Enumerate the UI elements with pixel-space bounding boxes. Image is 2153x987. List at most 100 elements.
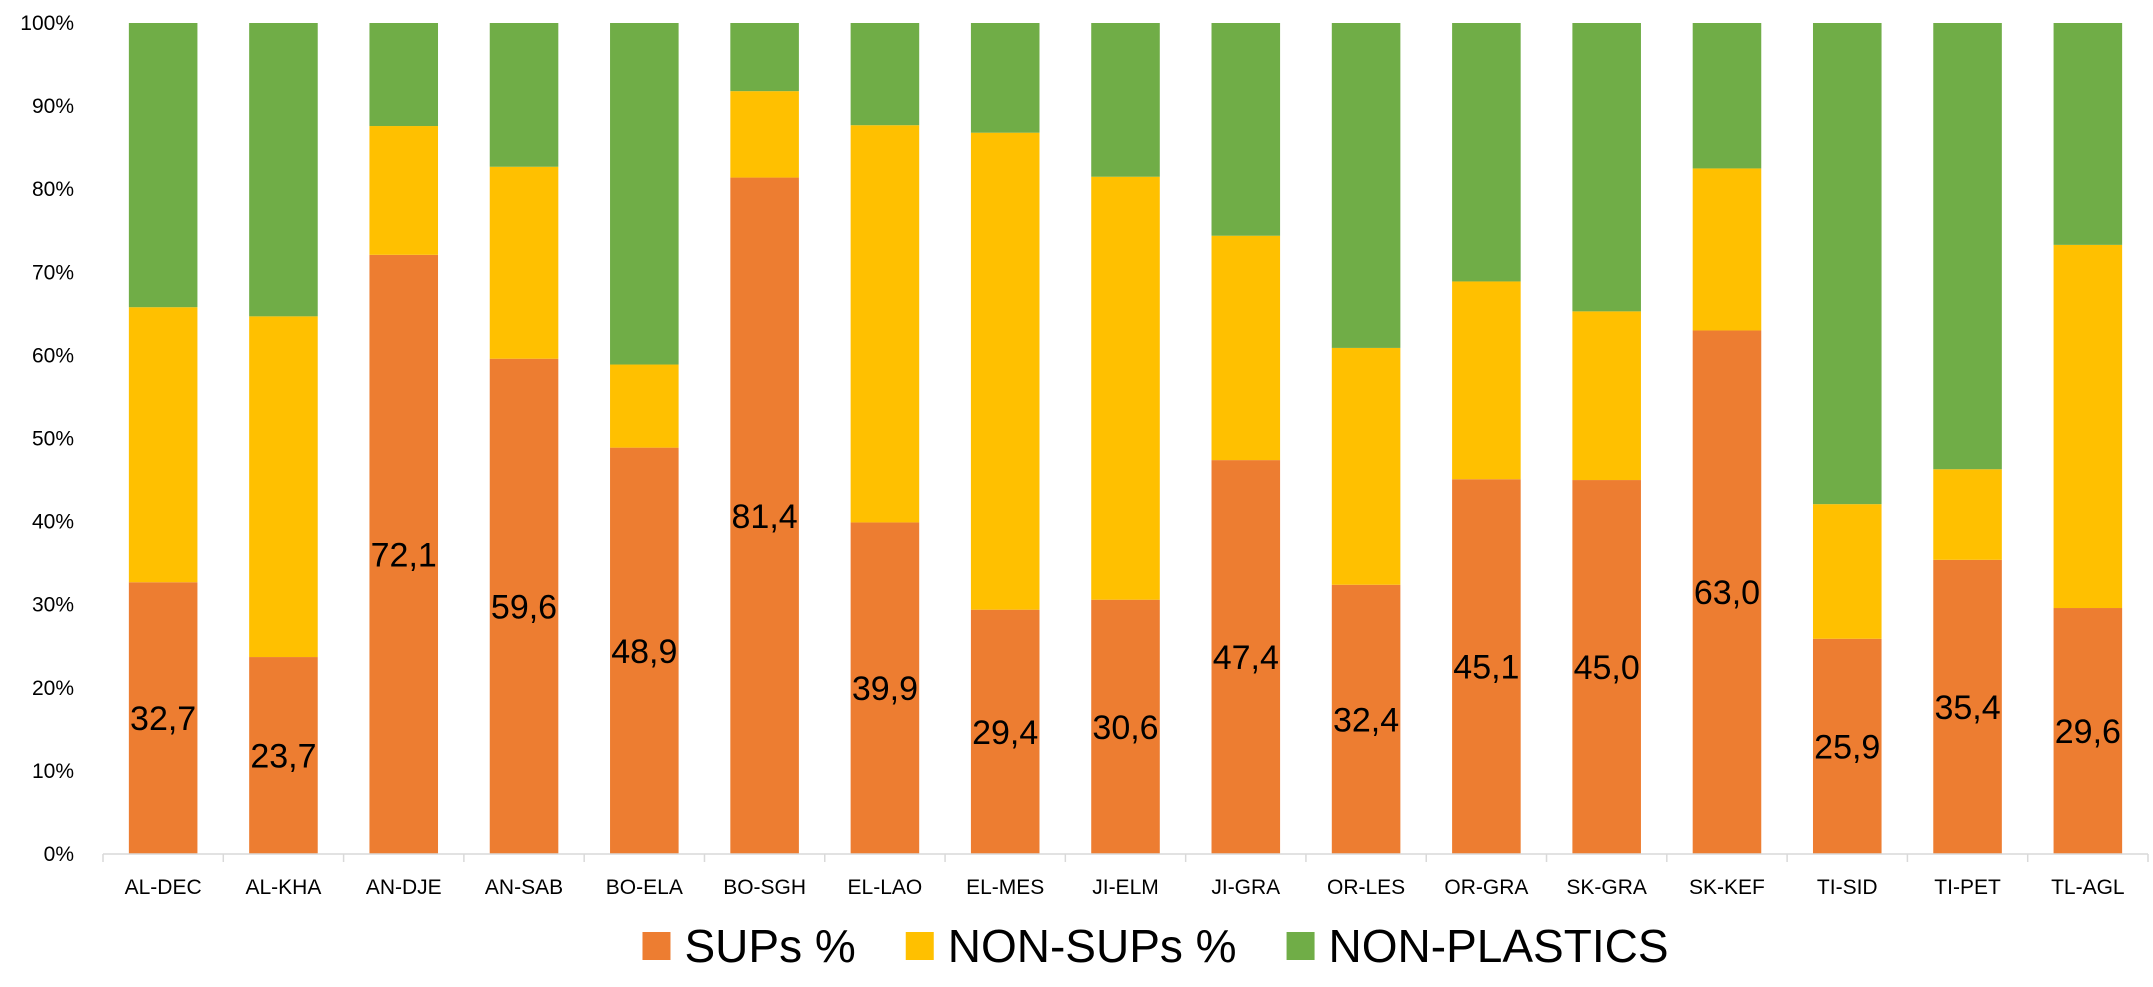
data-label: 63,0 — [1694, 574, 1760, 612]
bar-segment — [1452, 281, 1521, 480]
bar-segment — [128, 582, 198, 854]
x-tick-label: SK-GRA — [1566, 876, 1647, 899]
bar-segment — [730, 23, 799, 92]
data-label: 45,1 — [1453, 649, 1519, 687]
data-label: 48,9 — [611, 633, 677, 671]
bar-segment — [249, 316, 318, 658]
bar-segment — [1452, 479, 1521, 854]
legend-label: SUPs % — [684, 920, 855, 972]
x-tick-label: BO-ELA — [606, 876, 683, 899]
x-tick-label: OR-LES — [1327, 876, 1405, 899]
bar-segment — [850, 522, 920, 854]
bar-segment — [1452, 23, 1521, 282]
bar-segment — [249, 23, 318, 317]
bar-segment — [1572, 23, 1641, 312]
legend-label: NON-SUPs % — [948, 920, 1237, 972]
bars — [128, 23, 2123, 855]
bar-segment — [970, 23, 1040, 133]
y-tick-label: 30% — [32, 594, 74, 617]
data-label: 45,0 — [1574, 649, 1640, 687]
legend-label: NON-PLASTICS — [1329, 920, 1669, 972]
bar-segment — [1572, 480, 1641, 854]
y-tick-label: 90% — [32, 95, 74, 118]
data-label: 29,6 — [2055, 713, 2121, 751]
bar-segment — [970, 132, 1040, 610]
x-tick-label: JI-GRA — [1211, 876, 1280, 899]
bar-segment — [1331, 347, 1401, 585]
legend-item: NON-SUPs % — [905, 920, 1237, 972]
bar-segment — [1812, 504, 1882, 639]
y-axis: 0% 10% 20% 30% 40% 50% 60% 70% 80% 90% 100% — [20, 12, 74, 866]
bar-segment — [369, 23, 439, 127]
bar-segment — [850, 23, 920, 126]
data-label: 39,9 — [852, 670, 918, 708]
bar-segment — [1812, 638, 1882, 854]
data-labels: 32,7 23,7 72,1 59,6 48,9 81,4 39,9 29,4 30,6 47,4… — [130, 498, 2121, 776]
bar-segment — [610, 23, 679, 365]
bar-segment — [970, 609, 1040, 854]
x-tick-label: JI-ELM — [1092, 876, 1159, 899]
bar-segment — [1211, 235, 1281, 461]
data-label: 35,4 — [1934, 689, 2000, 727]
y-tick-label: 80% — [32, 178, 74, 201]
y-tick-label: 100% — [20, 12, 74, 35]
bar-segment — [1933, 559, 2002, 854]
bar-segment — [610, 364, 679, 448]
data-label: 29,4 — [972, 714, 1038, 752]
x-tick-label: AN-DJE — [366, 876, 442, 899]
bar-segment — [1572, 311, 1641, 481]
legend-swatch — [642, 932, 671, 960]
x-tick-label: EL-MES — [966, 876, 1044, 899]
y-tick-label: 20% — [32, 677, 74, 700]
legend-swatch — [1286, 932, 1315, 960]
bar-segment — [2053, 244, 2123, 609]
bar-segment — [489, 358, 559, 854]
bar-segment — [610, 447, 679, 854]
bar-segment — [2053, 23, 2123, 245]
bar-segment — [128, 307, 198, 583]
bar-segment — [850, 125, 920, 523]
bar-segment — [1692, 168, 1762, 331]
bar-segment — [489, 166, 559, 359]
legend: SUPs % NON-SUPs % NON-PLASTICS — [642, 920, 1669, 972]
y-tick-label: 60% — [32, 344, 74, 367]
bar-segment — [369, 126, 439, 255]
data-label: 81,4 — [732, 498, 798, 536]
data-label: 30,6 — [1092, 709, 1158, 747]
x-tick-label: AN-SAB — [485, 876, 563, 899]
data-label: 47,4 — [1213, 639, 1279, 677]
bar-segment — [730, 177, 799, 854]
x-tick-label: AL-KHA — [246, 876, 322, 899]
x-tick-label: TL-AGL — [2051, 876, 2125, 899]
data-label: 25,9 — [1814, 728, 1880, 766]
bar-segment — [249, 657, 318, 854]
bar-segment — [1812, 23, 1882, 505]
bar-segment — [1692, 23, 1762, 169]
bar-segment — [1933, 23, 2002, 470]
data-label: 32,7 — [130, 700, 196, 738]
bar-segment — [730, 91, 799, 178]
bar-segment — [1692, 330, 1762, 855]
bar-segment — [128, 23, 198, 308]
bar-segment — [1331, 584, 1401, 854]
y-tick-label: 50% — [32, 428, 74, 451]
x-tick-label: EL-LAO — [848, 876, 923, 899]
x-tick-label: OR-GRA — [1444, 876, 1528, 899]
bar-segment — [1211, 23, 1281, 236]
y-tick-label: 0% — [44, 843, 74, 866]
x-tick-label: TI-PET — [1934, 876, 2001, 899]
bar-segment — [1091, 23, 1160, 177]
y-tick-label: 40% — [32, 511, 74, 534]
data-label: 32,4 — [1333, 701, 1399, 739]
legend-item: NON-PLASTICS — [1286, 920, 1669, 972]
x-tick-label: AL-DEC — [125, 876, 202, 899]
bar-segment — [1091, 176, 1160, 600]
data-label: 59,6 — [491, 588, 557, 626]
x-tick-label: BO-SGH — [723, 876, 806, 899]
bar-segment — [1331, 23, 1401, 348]
bar-segment — [1091, 599, 1160, 854]
legend-swatch — [905, 932, 934, 960]
bar-segment — [1211, 460, 1281, 854]
